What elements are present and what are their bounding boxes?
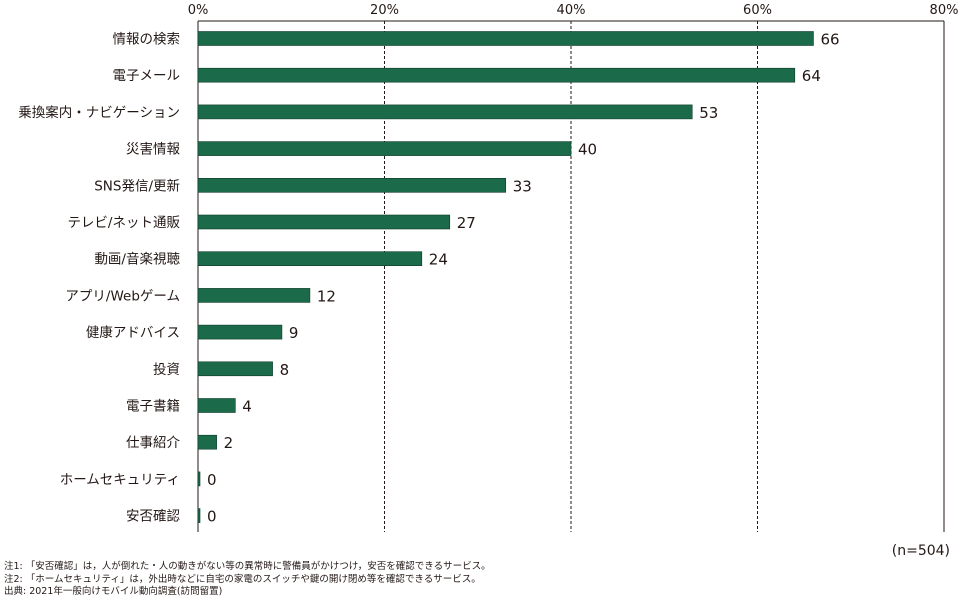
value-label: 27: [457, 214, 476, 232]
source-note: 出典: 2021年一般向けモバイル動向調査(訪問留置): [4, 586, 223, 597]
x-axis-ticks: 0% 20% 40% 60% 80%: [188, 3, 959, 18]
value-label: 64: [802, 67, 821, 85]
value-label: 0: [207, 508, 217, 526]
value-label: 8: [280, 361, 290, 379]
bar-2: [197, 104, 693, 120]
bar-9: [197, 361, 273, 377]
category-label: 投資: [153, 362, 180, 378]
note-2: 注2: 「ホームセキュリティ」は，外出時などに自宅の家電のスイッチや鍵の開け閉め…: [4, 573, 481, 585]
category-label: ホームセキュリティ: [60, 472, 180, 488]
value-label: 33: [513, 177, 532, 195]
value-labels: 66 64 53 40 33 27 24 12 9 8 42 0 0: [207, 31, 840, 526]
category-label: 電子メール: [113, 68, 181, 84]
category-label: SNS発信/更新: [94, 178, 180, 194]
value-label: 0: [207, 471, 217, 489]
category-label: 情報の検索: [113, 32, 181, 48]
value-label: 53: [699, 104, 718, 122]
value-label: 2: [224, 434, 234, 452]
bar-13: [197, 508, 201, 523]
footnotes: 注1: 「安否確認」は，人が倒れた・人の動きがない等の異常時に警備員がかけつけ，…: [4, 561, 491, 599]
bars: [197, 31, 814, 523]
value-label: 24: [429, 251, 448, 269]
x-tick-label: 40%: [557, 3, 586, 18]
category-label: 乗換案内・ナビゲーション: [18, 104, 180, 121]
grid-lines: [197, 20, 945, 532]
value-label: 9: [289, 324, 299, 342]
x-tick-label: 0%: [188, 3, 209, 18]
bar-1: [197, 67, 796, 83]
value-label: 66: [820, 31, 839, 49]
bar-0: [197, 31, 814, 46]
sample-size: (n=504): [891, 543, 950, 559]
bar-4: [197, 178, 507, 193]
bar-10: [197, 398, 236, 413]
category-label: 安否確認: [126, 509, 180, 525]
category-label: 電子書籍: [126, 398, 180, 415]
category-label: 健康アドバイス: [86, 324, 180, 341]
bar-11: [197, 434, 217, 450]
value-label: 4: [242, 398, 252, 416]
bar-7: [197, 288, 311, 303]
value-label: 12: [317, 287, 336, 305]
note-1: 注1: 「安否確認」は，人が倒れた・人の動きがない等の異常時に警備員がかけつけ，…: [4, 561, 491, 572]
bar-6: [197, 251, 423, 266]
x-tick-label: 80%: [930, 3, 959, 18]
bar-12: [197, 471, 201, 487]
category-label: テレビ/ネット通販: [67, 215, 180, 231]
category-label: アプリ/Webゲーム: [65, 288, 180, 304]
category-label: 災害情報: [126, 142, 180, 158]
category-label: 動画/音楽視聴: [94, 251, 180, 268]
bar-5: [197, 214, 451, 230]
value-label: 40: [578, 141, 597, 159]
x-tick-label: 20%: [370, 3, 399, 18]
x-tick-label: 60%: [743, 3, 772, 18]
bar-8: [197, 324, 283, 340]
category-label: 仕事紹介: [126, 435, 180, 451]
bar-3: [197, 141, 572, 156]
